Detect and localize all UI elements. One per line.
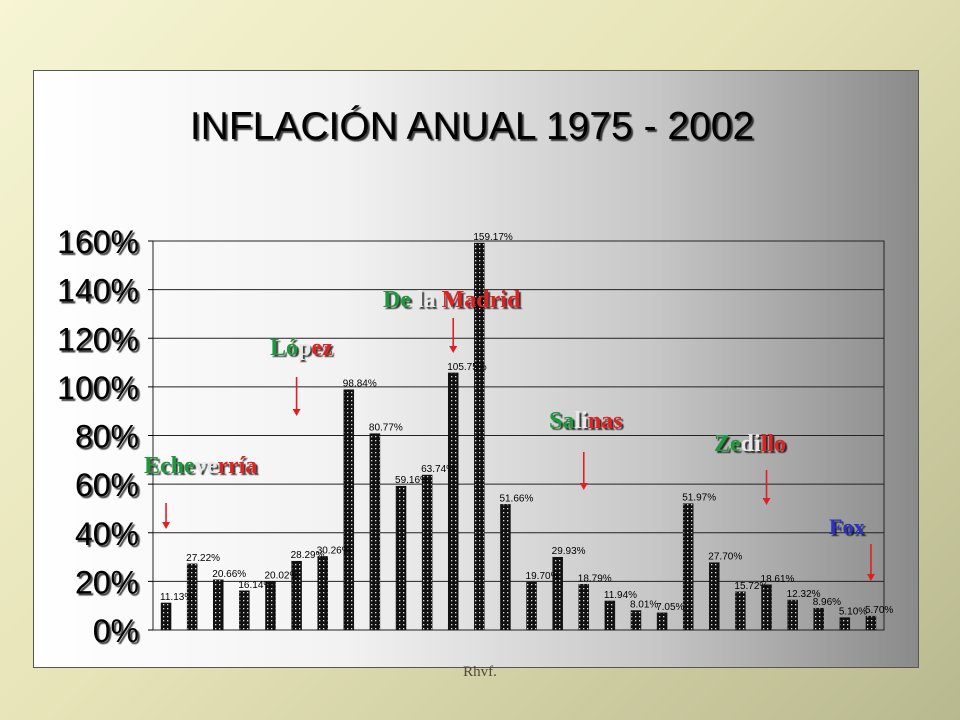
president-label: De la Madrid xyxy=(383,287,521,313)
y-tick-label: 20% xyxy=(75,564,139,600)
bar xyxy=(160,602,172,631)
chart: INFLACIÓN ANUAL 1975 - 2002 0% 20% 40% 60% 8… xyxy=(57,105,893,649)
data-label: 5.10% xyxy=(839,607,867,618)
president-label: Fox xyxy=(829,514,864,539)
data-label: 7.05% xyxy=(656,602,684,613)
data-label: 18.79% xyxy=(578,573,612,584)
y-tick-label: 40% xyxy=(75,516,139,552)
y-tick-label: 80% xyxy=(75,419,139,455)
bar xyxy=(839,617,851,631)
data-label: 12.32% xyxy=(787,589,821,600)
bar xyxy=(813,607,824,631)
arrow-icon xyxy=(292,377,301,416)
data-labels: 11.13% 27.22% 20.66%16.14%20.02% 28.29%30.2… xyxy=(160,232,893,618)
bar xyxy=(265,581,276,631)
bar xyxy=(787,599,798,631)
data-label: 8.01% xyxy=(630,600,658,611)
data-label: 30.26% xyxy=(317,545,351,556)
data-label: 98.84% xyxy=(343,379,377,390)
data-label: 15.72% xyxy=(734,581,768,592)
data-label: 16.14% xyxy=(238,580,272,591)
y-tick-label: 0% xyxy=(93,613,139,649)
data-label: 51.97% xyxy=(682,493,716,504)
data-label: 8.96% xyxy=(813,597,841,608)
data-label: 105.75% xyxy=(447,362,487,373)
data-label: 19.70% xyxy=(526,571,560,582)
bar xyxy=(709,562,720,631)
bar xyxy=(369,433,381,631)
chart-title: INFLACIÓN ANUAL 1975 - 2002 xyxy=(190,105,754,148)
president-label: Salinas xyxy=(549,408,622,434)
bar xyxy=(186,563,198,631)
data-label: 27.70% xyxy=(708,552,742,563)
bar xyxy=(578,584,590,631)
bar xyxy=(500,504,511,631)
data-label: 63.74% xyxy=(421,464,455,475)
footer-credit: Rhvf. xyxy=(463,664,497,680)
y-tick-label: 60% xyxy=(75,467,139,503)
bar xyxy=(735,591,746,631)
bar xyxy=(317,556,328,631)
bar xyxy=(865,615,877,631)
arrow-icon xyxy=(449,318,458,353)
arrow-icon xyxy=(762,470,771,505)
bar xyxy=(291,560,302,631)
y-axis: 0% 20% 40% 60% 80% 100% 120% 140% 160% xyxy=(57,224,153,649)
bar xyxy=(213,579,224,631)
data-label: 59.16% xyxy=(395,475,429,486)
data-label: 159.17% xyxy=(473,232,513,243)
bar xyxy=(552,556,563,631)
president-label: López xyxy=(270,335,333,361)
bar xyxy=(656,612,668,631)
bar xyxy=(343,389,355,631)
president-label: Echeverría xyxy=(144,453,257,479)
slide-panel: INFLACIÓN ANUAL 1975 - 2002 0% 20% 40% 60% 8… xyxy=(33,70,919,668)
data-label: 80.77% xyxy=(369,423,403,434)
y-tick-label: 120% xyxy=(57,321,139,357)
arrow-icon xyxy=(162,503,171,529)
annotations: Echeverría López De la Madrid Salinas Zedill… xyxy=(144,287,875,581)
bar xyxy=(447,372,459,631)
y-tick-label: 100% xyxy=(57,370,139,406)
bar xyxy=(474,242,485,631)
bar xyxy=(682,503,694,631)
data-label: 11.94% xyxy=(604,590,637,601)
data-label: 27.22% xyxy=(186,553,220,564)
data-label: 18.61% xyxy=(761,574,795,585)
bar xyxy=(395,485,407,631)
bar xyxy=(630,610,642,631)
data-label: 11.13% xyxy=(160,592,193,603)
bar xyxy=(604,600,616,631)
data-label: 5.70% xyxy=(865,605,893,616)
data-label: 28.29% xyxy=(291,550,325,561)
arrow-icon xyxy=(579,452,588,490)
data-label: 51.66% xyxy=(499,493,533,504)
bar xyxy=(526,581,537,631)
president-label: Zedillo xyxy=(714,431,786,457)
bars xyxy=(160,242,877,631)
bar xyxy=(239,590,250,631)
bar xyxy=(761,584,772,631)
data-label: 20.02% xyxy=(264,570,298,581)
data-label: 20.66% xyxy=(212,569,246,580)
bar xyxy=(421,474,433,631)
y-tick-label: 160% xyxy=(57,224,139,260)
y-tick-label: 140% xyxy=(57,273,139,309)
data-label: 29.93% xyxy=(552,546,586,557)
arrow-icon xyxy=(866,544,875,581)
